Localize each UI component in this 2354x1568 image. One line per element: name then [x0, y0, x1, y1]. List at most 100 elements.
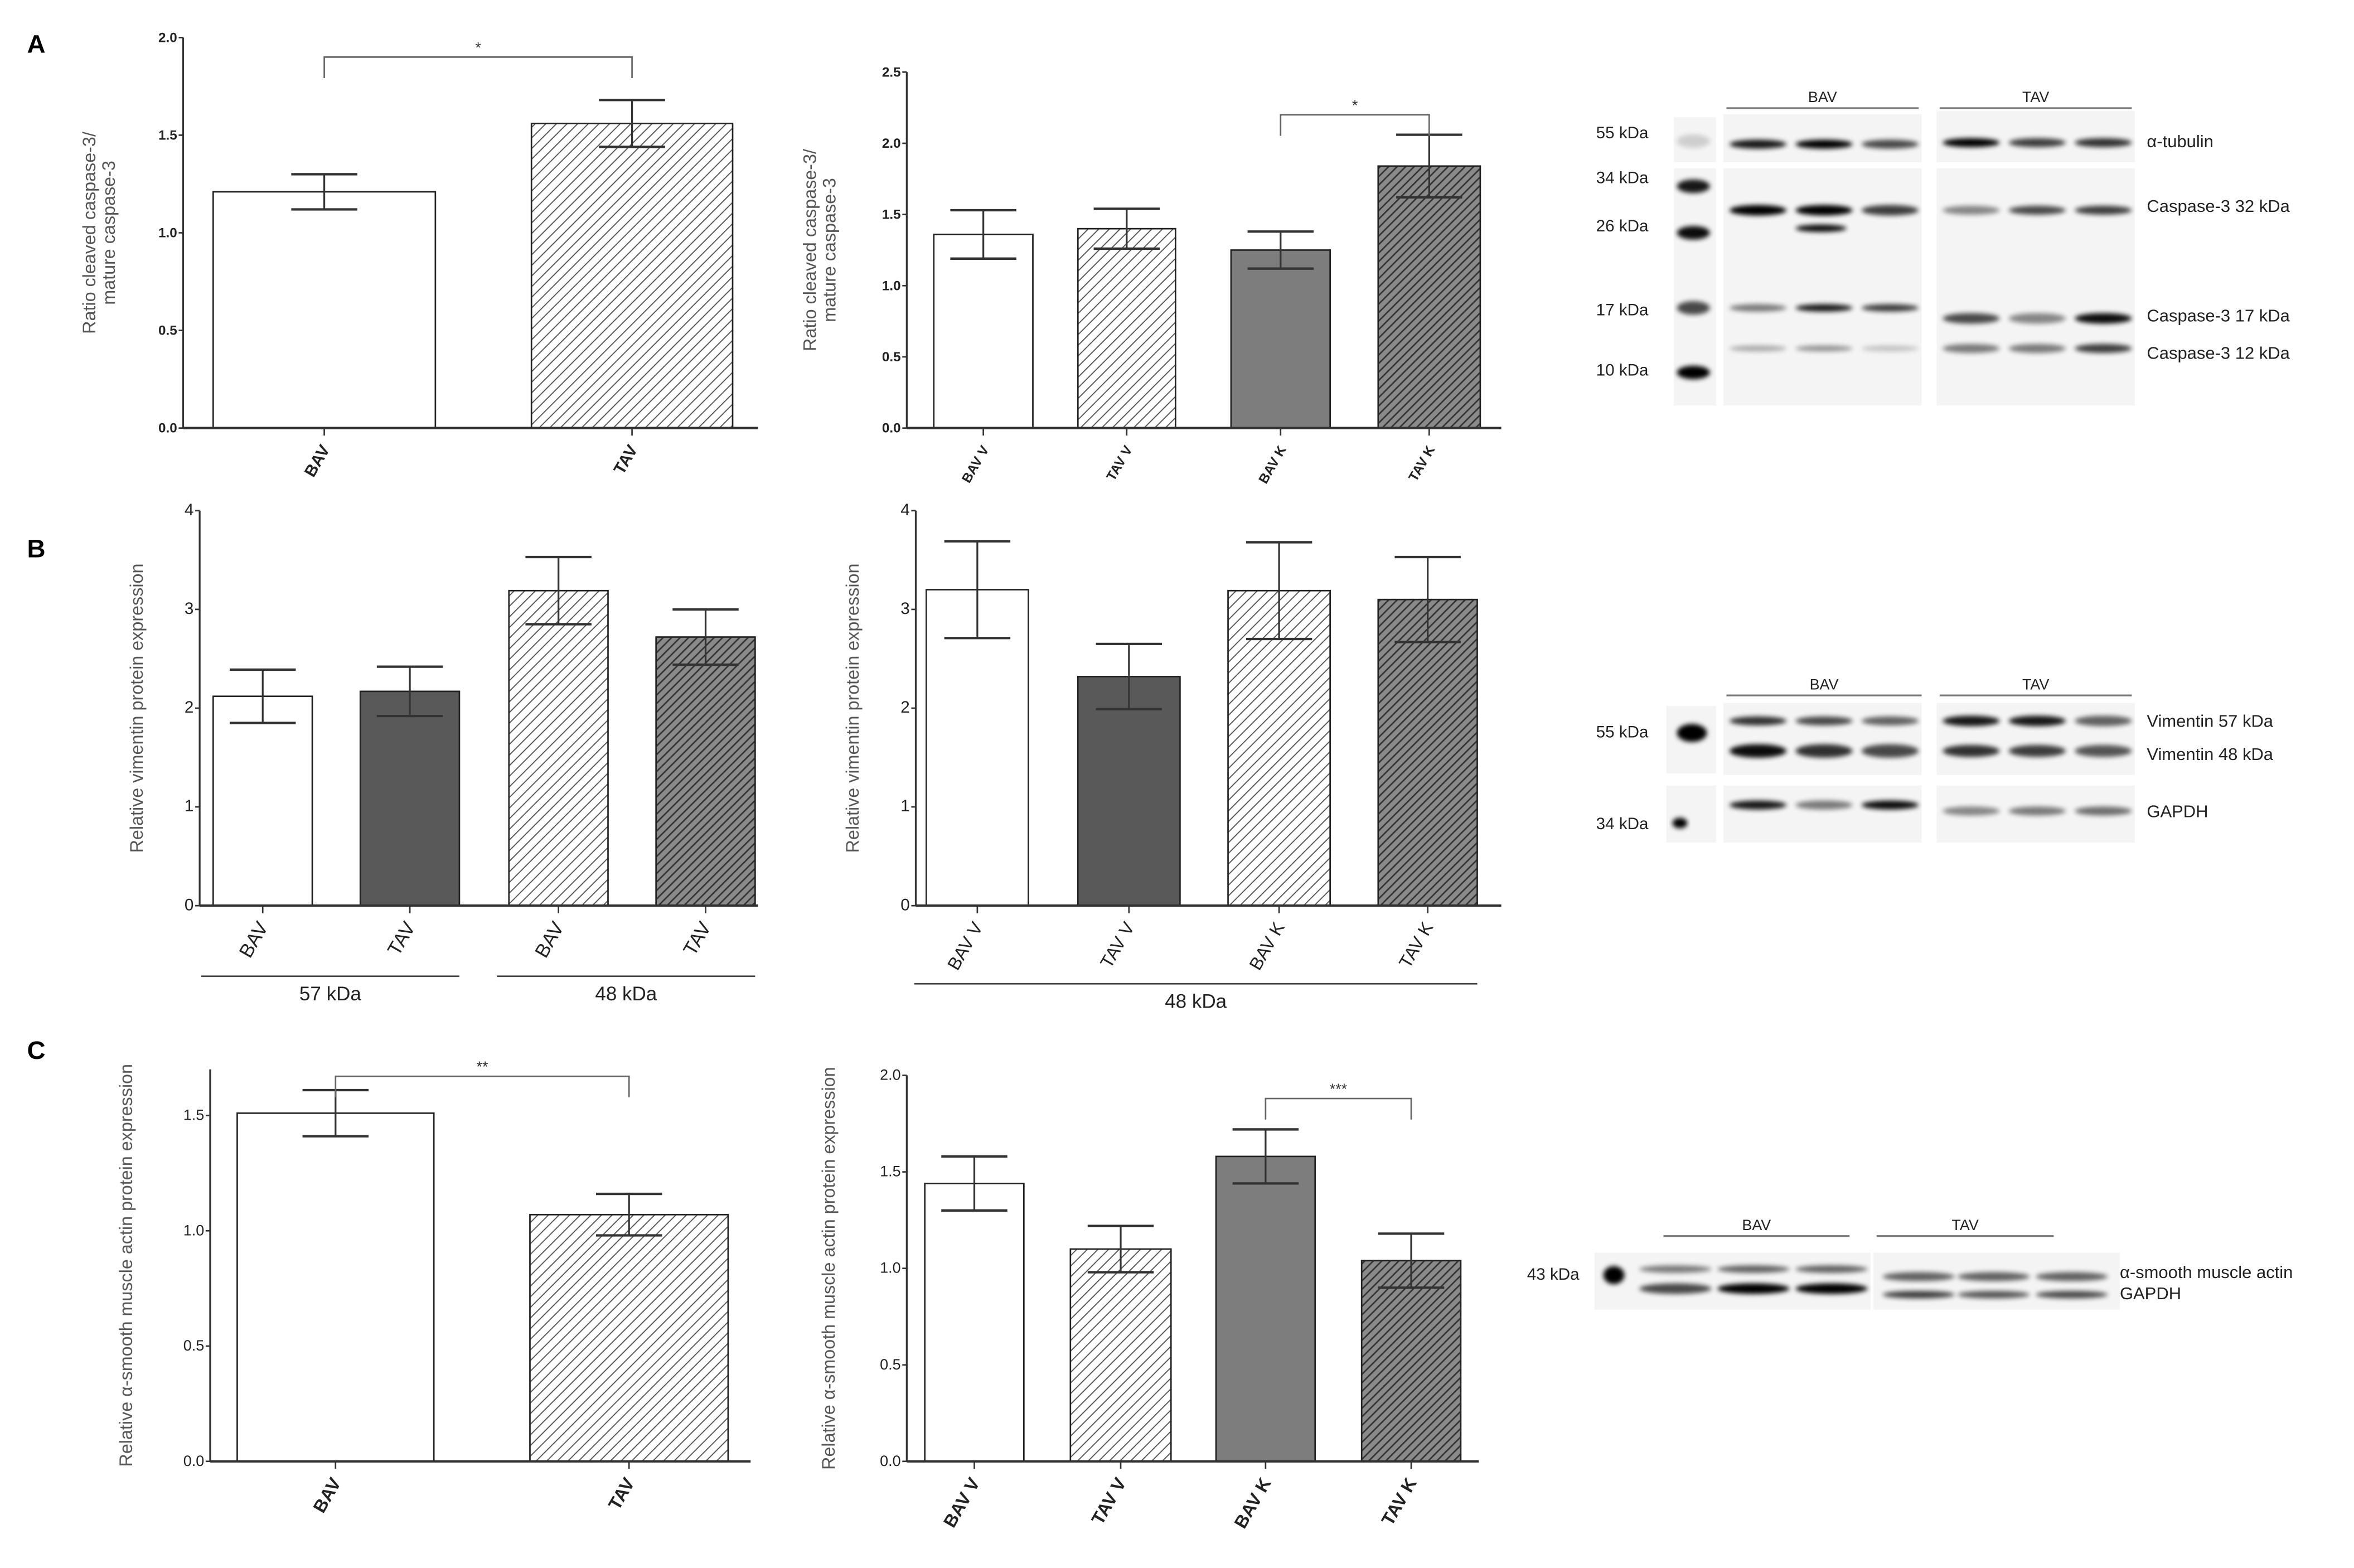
- band: [2075, 343, 2132, 353]
- bar-bav: [508, 589, 609, 907]
- band: [2008, 343, 2066, 353]
- marker-label: 43 kDa: [1527, 1265, 1580, 1284]
- band-label: Caspase-3 12 kDa: [2147, 343, 2290, 363]
- band: [1677, 301, 1710, 315]
- y-tick-label: 1.5: [882, 207, 901, 222]
- band: [1677, 724, 1707, 742]
- category-label: TAV V: [1104, 443, 1136, 483]
- y-tick-label: 0.5: [158, 323, 177, 338]
- band-label: Caspase-3 17 kDa: [2147, 306, 2290, 325]
- marker-label: 55 kDa: [1596, 723, 1649, 742]
- significance-bracket: [1280, 114, 1430, 136]
- y-axis-label: Relative α-smooth muscle actin protein e…: [818, 1067, 839, 1469]
- category-label: TAV K: [1378, 1474, 1421, 1528]
- y-tick-label: 1: [900, 797, 909, 815]
- y-axis-label: Relative α-smooth muscle actin protein e…: [116, 1064, 136, 1467]
- chart-c1: BAV TAV 0.0 0.5 1.0 1.5 Relative α-smooth musc…: [116, 1058, 751, 1516]
- y-tick-label: 0: [900, 896, 909, 914]
- significance-label: ***: [1330, 1081, 1348, 1097]
- bar-tav-v: [1077, 675, 1181, 907]
- y-tick-label: 0.0: [882, 421, 901, 436]
- category-label: BAV K: [1256, 443, 1290, 486]
- y-tick-label: 0.0: [183, 1453, 204, 1469]
- y-tick-label: 1.0: [183, 1222, 204, 1238]
- band: [1795, 716, 1853, 725]
- category-label: TAV: [610, 442, 641, 477]
- band: [2036, 1272, 2108, 1281]
- significance-label: **: [477, 1058, 488, 1075]
- y-tick-label: 1.0: [882, 278, 901, 293]
- panel-label-b: B: [27, 534, 46, 564]
- band: [1861, 744, 1919, 758]
- band: [1882, 1272, 1955, 1281]
- western-blot-b: BAV TAV 55 kDa 34 kDa Vimentin 57 kDa Vimenti…: [1596, 676, 2274, 843]
- band: [1861, 304, 1919, 312]
- y-axis-label: mature caspase-3: [99, 161, 119, 305]
- y-tick-label: 1.0: [880, 1260, 900, 1276]
- band: [1795, 139, 1853, 149]
- band-label: GAPDH: [2147, 801, 2208, 821]
- band: [1943, 313, 2000, 324]
- category-label: TAV K: [1406, 443, 1438, 484]
- bar-bav-k: [1230, 249, 1331, 429]
- band: [1943, 343, 2000, 353]
- category-label: TAV: [679, 918, 716, 960]
- group-label-bav: BAV: [1808, 89, 1837, 105]
- western-blot-a: BAV TAV 55 kDa 34 kDa 26 kDa 17 kDa 10 kDa α-tu…: [1596, 89, 2290, 406]
- band: [1943, 806, 2000, 816]
- blot-strip: [1936, 703, 2135, 775]
- y-tick-label: 1: [185, 797, 193, 815]
- y-tick-label: 1.5: [183, 1107, 204, 1124]
- blot-strip: [1723, 703, 1922, 775]
- marker-label: 17 kDa: [1596, 301, 1649, 320]
- bar-bav: [236, 1112, 435, 1463]
- chart-a1: BAV TAV 0.0 0.5 1.0 1.5 2.0 Ratio cleaved caspa…: [79, 30, 758, 480]
- significance-bracket: [323, 56, 633, 79]
- band: [1677, 179, 1710, 193]
- band: [1729, 744, 1787, 758]
- band: [1795, 205, 1853, 216]
- panel-label-a: A: [27, 30, 46, 59]
- band: [1729, 800, 1787, 810]
- band: [2008, 744, 2066, 757]
- chart-b2: BAV V TAV V BAV K TAV K 0 1 2 3 4 Relative viment…: [842, 501, 1501, 1012]
- chart-a2: BAV V TAV V BAV K TAV K 0.0 0.5 1.0 1.5 2.0 2.5 Ra…: [800, 65, 1501, 486]
- band-label: Caspase-3 32 kDa: [2147, 196, 2290, 216]
- y-axis-label: mature caspase-3: [819, 178, 839, 322]
- group-label-tav: TAV: [2022, 89, 2049, 105]
- category-label: BAV: [309, 1474, 345, 1516]
- bar-tav: [655, 636, 756, 907]
- band: [1882, 1291, 1955, 1299]
- marker-label: 55 kDa: [1596, 124, 1649, 142]
- band: [1943, 206, 2000, 215]
- band: [2008, 313, 2066, 324]
- band: [1795, 800, 1853, 810]
- y-axis-label: Relative vimentin protein expression: [842, 564, 863, 853]
- category-label: BAV: [531, 918, 569, 961]
- band-label: Vimentin 48 kDa: [2147, 744, 2273, 764]
- bar-bav: [212, 695, 313, 907]
- bar-tav-k: [1360, 1260, 1462, 1463]
- band: [1861, 139, 1919, 149]
- band: [2075, 206, 2132, 215]
- chart-c2: BAV V TAV V BAV K TAV K 0.0 0.5 1.0 1.5 2.0 Relat…: [818, 1067, 1479, 1532]
- bar-tav-v: [1077, 228, 1176, 429]
- band: [2008, 138, 2066, 147]
- group-label: 48 kDa: [1165, 990, 1227, 1012]
- group-label-tav: TAV: [1951, 1217, 1978, 1233]
- band: [1717, 1265, 1790, 1273]
- bar-tav-k: [1377, 598, 1478, 907]
- bar-bav-k: [1227, 589, 1331, 907]
- bar-tav: [529, 1213, 729, 1463]
- marker-label: 10 kDa: [1596, 361, 1649, 379]
- significance-label: *: [475, 39, 481, 56]
- blot-strip: [1723, 785, 1922, 843]
- band-label: Vimentin 57 kDa: [2147, 712, 2273, 731]
- blot-strip: [1666, 785, 1716, 843]
- category-label: TAV: [384, 918, 420, 960]
- band: [1795, 224, 1847, 233]
- y-axis-label: Ratio cleaved caspase-3/: [800, 149, 820, 351]
- group-label-bav: BAV: [1742, 1217, 1771, 1233]
- band: [2008, 206, 2066, 215]
